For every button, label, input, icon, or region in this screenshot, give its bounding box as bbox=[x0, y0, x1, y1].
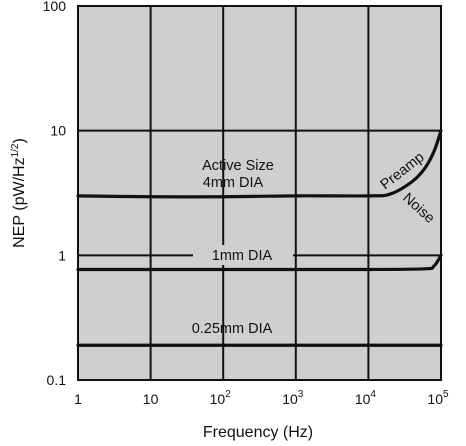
annotation-active-size: Active Size bbox=[202, 158, 274, 174]
y-tick-label: 1 bbox=[58, 247, 66, 263]
y-axis-title-exp: 1/2 bbox=[10, 143, 21, 157]
x-tick-base: 10 bbox=[282, 391, 298, 407]
annotation-4mm-dia: 4mm DIA bbox=[203, 175, 264, 191]
label-gap-1mm bbox=[193, 245, 293, 265]
y-axis-title: NEP (pW/Hz1/2) bbox=[10, 138, 28, 248]
y-tick-label: 100 bbox=[43, 0, 67, 14]
plot-area bbox=[78, 6, 441, 380]
y-axis-title-close: ) bbox=[11, 138, 28, 143]
x-tick-base: 10 bbox=[143, 391, 159, 407]
y-axis-title-main: NEP (pW/Hz bbox=[11, 157, 28, 247]
x-tick-label: 105 bbox=[427, 389, 449, 407]
x-tick-exponent: 5 bbox=[443, 389, 449, 400]
x-tick-base: 10 bbox=[355, 391, 371, 407]
x-tick-label: 103 bbox=[282, 389, 304, 407]
x-tick-base: 1 bbox=[74, 391, 82, 407]
plot-frame bbox=[77, 5, 442, 381]
series-line-1mm bbox=[76, 253, 443, 272]
x-tick-base: 10 bbox=[427, 391, 443, 407]
y-tick-labels: 0.1 1 10 100 bbox=[43, 0, 67, 388]
x-tick-label: 1 bbox=[74, 391, 82, 407]
grid bbox=[78, 6, 441, 380]
y-tick-label: 0.1 bbox=[47, 372, 67, 388]
x-tick-labels: 1 10 102 103 104 105 bbox=[74, 389, 449, 407]
annotation-1mm-dia: 1mm DIA bbox=[212, 248, 273, 264]
x-tick-label: 104 bbox=[355, 389, 377, 407]
x-tick-exponent: 2 bbox=[225, 389, 231, 400]
x-tick-exponent: 4 bbox=[370, 389, 376, 400]
series-line-4mm bbox=[76, 129, 443, 199]
y-tick-label: 10 bbox=[50, 123, 66, 139]
x-axis-title: Frequency (Hz) bbox=[203, 424, 313, 441]
x-tick-label: 102 bbox=[210, 389, 232, 407]
annotation-025mm-dia: 0.25mm DIA bbox=[192, 321, 273, 337]
x-tick-exponent: 3 bbox=[298, 389, 304, 400]
x-tick-base: 10 bbox=[210, 391, 226, 407]
x-tick-label: 10 bbox=[143, 391, 159, 407]
